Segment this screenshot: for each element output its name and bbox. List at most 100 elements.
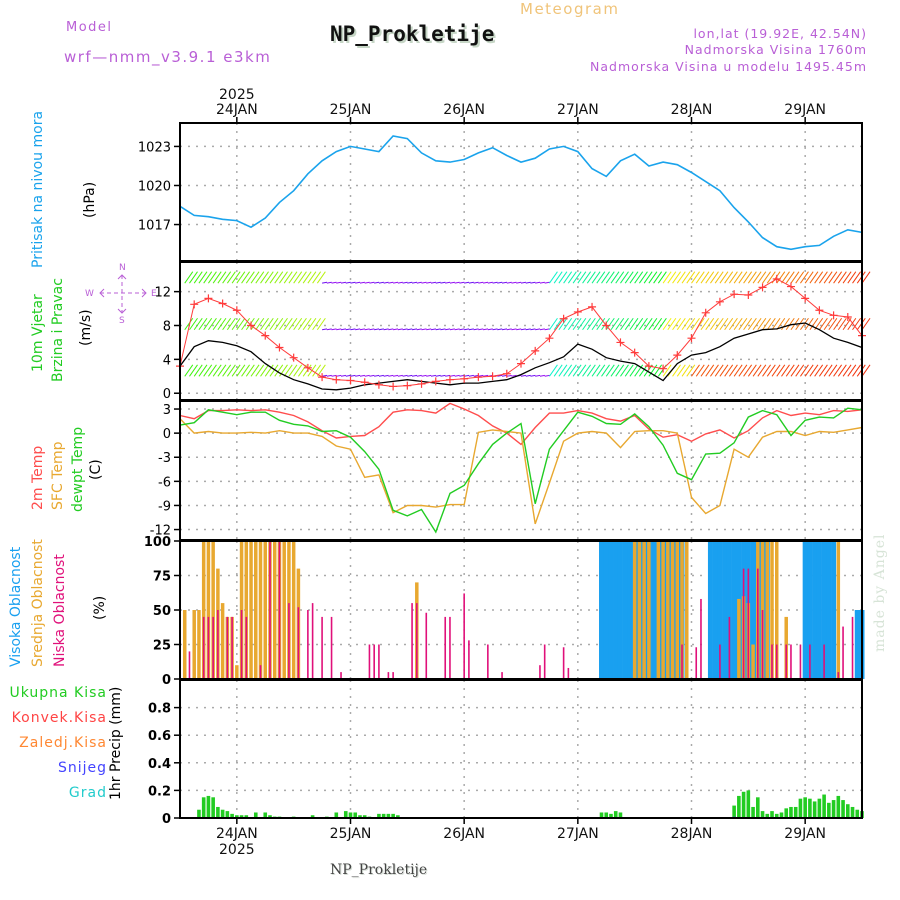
- wind-barb: [577, 317, 587, 331]
- wind-barb: [563, 271, 573, 284]
- precip-bar: [817, 798, 822, 818]
- y-tick-label: 0.6: [148, 729, 171, 744]
- wind-barb: [440, 281, 446, 284]
- wind-barb: [255, 271, 265, 284]
- wind-barb: [321, 281, 328, 284]
- wind-barb: [302, 271, 312, 284]
- cloud-bar-mid: [775, 541, 779, 679]
- wind-barb: [336, 281, 342, 284]
- wind-barb: [662, 271, 672, 284]
- precip-series-0: [197, 790, 864, 818]
- cloud-bar-low: [231, 616, 233, 679]
- wind-barb: [198, 364, 208, 377]
- cloud-bar-low: [501, 672, 503, 679]
- wind-barb: [345, 328, 351, 331]
- panel-frame: [179, 122, 863, 262]
- cloud-bar-high: [812, 541, 818, 679]
- cloud-bar-mid: [254, 541, 258, 679]
- gust-marker: [275, 343, 284, 352]
- cloud-bar-high: [854, 610, 860, 679]
- wind-barb: [714, 317, 724, 331]
- wind-barb: [653, 271, 663, 284]
- wind-barb: [369, 328, 375, 331]
- cloud-bar-mid: [206, 541, 211, 679]
- wind-barb: [245, 271, 255, 284]
- wind-barb: [430, 374, 437, 377]
- model-elevation: Nadmorska Visina u modelu 1495.45m: [590, 59, 867, 74]
- temp-line-2m: [179, 402, 863, 446]
- precip-bar: [751, 806, 755, 818]
- wind-barb: [236, 364, 246, 377]
- wind-barb: [643, 271, 653, 284]
- wind-barb: [624, 364, 634, 377]
- cloud-bar-low: [217, 610, 219, 679]
- wind-barb: [283, 317, 293, 331]
- cloud-bar-high: [750, 541, 756, 679]
- wind-barb: [402, 374, 408, 377]
- cloud-bar-mid: [235, 665, 239, 679]
- wind-barb: [336, 328, 342, 331]
- wind-barb: [241, 317, 251, 331]
- wind-barb: [326, 328, 332, 331]
- gust-marker: [417, 379, 426, 388]
- cloud-bar-mid: [197, 610, 201, 679]
- cloud-bar-low: [799, 644, 802, 679]
- wind-barb: [478, 281, 484, 284]
- cloud-bar-low: [785, 644, 788, 679]
- wind-barb: [297, 364, 307, 377]
- cloud-series-2: [188, 541, 854, 679]
- x-tick-label-top: 27JAN: [557, 102, 599, 118]
- gust-marker: [559, 314, 568, 323]
- wind-barb: [762, 271, 771, 284]
- precip-bar: [225, 811, 230, 818]
- wind-barb: [364, 281, 370, 284]
- y-tick-label: -3: [158, 451, 171, 466]
- wind-barb: [464, 328, 470, 331]
- cloud-bar-mid: [751, 644, 755, 679]
- wind-barb: [809, 271, 819, 284]
- wind-barb: [331, 374, 337, 377]
- wind-barb: [553, 271, 563, 284]
- wind-barb: [705, 317, 715, 331]
- precip-bar: [362, 815, 367, 818]
- wind-barb: [667, 271, 677, 284]
- wind-barb: [738, 364, 748, 377]
- precip-bar: [239, 815, 244, 818]
- wind-barb: [800, 317, 809, 331]
- cloud-bar-mid: [765, 541, 770, 679]
- wind-barb: [601, 271, 610, 284]
- wind-barb: [653, 364, 663, 377]
- precip-bar: [841, 800, 845, 818]
- precip-bar: [377, 813, 381, 818]
- wind-barb: [407, 374, 413, 377]
- wind-barb: [407, 281, 413, 284]
- wind-barb: [757, 271, 767, 284]
- precip-bar: [396, 815, 400, 818]
- precip-legend-total: Ukupna Kisa: [9, 685, 107, 701]
- cloud-bar-low: [567, 667, 570, 679]
- wind-barb: [535, 374, 541, 377]
- wind-barb: [790, 271, 800, 284]
- wind-barb: [800, 271, 809, 284]
- cloud-bar-high: [712, 541, 718, 679]
- wind-barb: [638, 271, 648, 284]
- wind-barb: [279, 271, 288, 284]
- cloud-bar-low: [330, 616, 333, 679]
- precip-bar: [391, 813, 395, 818]
- precip-bar: [334, 812, 339, 818]
- wind-gust-line: [179, 278, 863, 388]
- wind-barb: [766, 364, 776, 377]
- wind-barb: [795, 271, 805, 284]
- wind-barb: [250, 271, 260, 284]
- wind-barb: [464, 281, 470, 284]
- wind-barb: [591, 317, 601, 331]
- wind-barb: [397, 328, 403, 331]
- wind-barb: [426, 328, 432, 331]
- precip-bar: [343, 811, 348, 818]
- wind-barb: [459, 328, 465, 331]
- wind-barb: [714, 271, 724, 284]
- cloud-bar-low: [775, 644, 778, 679]
- precip-bar: [235, 815, 239, 818]
- wind-barb: [307, 317, 317, 331]
- wind-barb: [582, 271, 592, 284]
